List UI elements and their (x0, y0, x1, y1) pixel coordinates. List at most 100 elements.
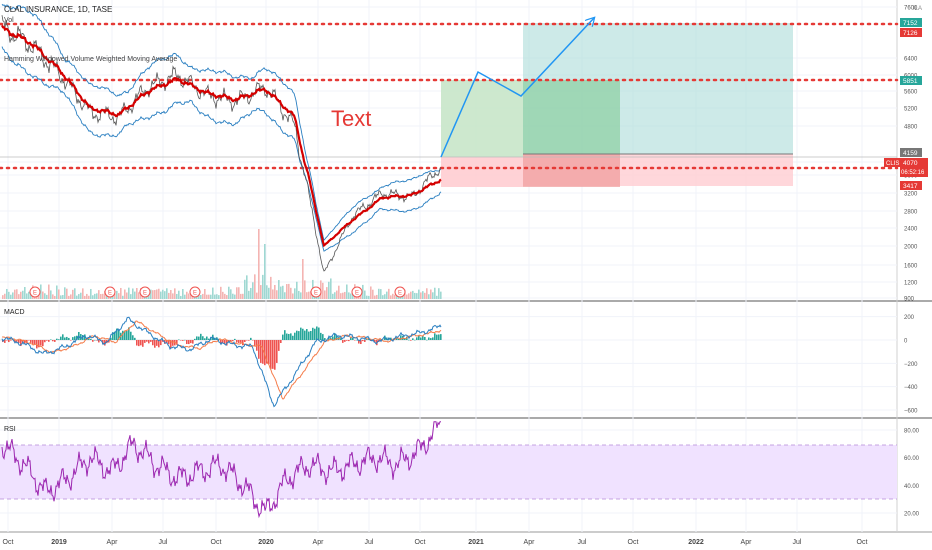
earnings-marker-label: E (33, 291, 37, 297)
volume-bar (324, 290, 326, 299)
macd-histogram-bar (334, 333, 336, 340)
rsi-label[interactable]: RSI (4, 426, 16, 433)
time-tick-label: Jul (159, 539, 168, 546)
volume-bar (228, 286, 230, 299)
volume-bar (416, 293, 418, 299)
horizontal-levels[interactable] (0, 22, 899, 170)
macd-histogram-bar (302, 328, 304, 340)
annotation-text[interactable]: Text (331, 106, 371, 131)
volume-bar (296, 281, 298, 299)
volume-bar (264, 244, 266, 299)
volume-bar (58, 289, 60, 299)
badge-current-price-text: 4070 (903, 160, 918, 167)
macd-histogram-bar (180, 340, 182, 341)
badge-current-price (900, 158, 928, 177)
volume-bar (78, 294, 80, 299)
volume-bar (66, 288, 68, 299)
volume-bar (428, 294, 430, 299)
price-tick-label: 6400 (904, 57, 918, 63)
volume-bar (258, 229, 260, 299)
macd-histogram-bar (280, 340, 282, 344)
macd-histogram-bar (132, 335, 134, 340)
volume-bar (182, 289, 184, 299)
macd-histogram-bar (28, 340, 30, 341)
volume-bar (352, 293, 354, 299)
volume-bar (28, 291, 30, 299)
volume-bar (348, 292, 350, 299)
volume-bar (42, 291, 44, 299)
time-tick-label: Apr (524, 539, 536, 546)
price-tick-label: 2800 (904, 210, 918, 216)
target-zone-current[interactable] (441, 80, 523, 157)
stop-zone-overlap[interactable] (523, 154, 620, 187)
volume-bar (248, 290, 250, 299)
volume-bar (206, 294, 208, 299)
volume-bar (14, 289, 16, 299)
macd-histogram-bar (396, 338, 398, 340)
volume-bar (370, 286, 372, 299)
volume-bar (434, 287, 436, 299)
badge-bottom-red-text: 3417 (903, 183, 918, 190)
volume-bar (74, 288, 76, 299)
volume-bar (4, 293, 6, 299)
macd-histogram-bar (350, 337, 352, 340)
macd-histogram-bar (266, 340, 268, 364)
volume-bar (274, 284, 276, 299)
symbol-title[interactable]: CLAL INSURANCE, 1D, TASE (4, 5, 112, 14)
macd-histogram-bar (18, 340, 20, 344)
macd-histogram-bar (198, 336, 200, 340)
time-tick-label: Apr (313, 539, 325, 546)
volume-bar (64, 287, 66, 299)
volume-bar (256, 292, 258, 299)
time-axis[interactable]: Oct 2019 Apr Jul Oct 2020 Apr Jul Oct 2021 Apr Jul O… (3, 539, 868, 546)
macd-histogram-bar (206, 336, 208, 340)
volume-bar (326, 287, 328, 299)
time-tick-label: Oct (3, 539, 14, 546)
macd-tick-label: −400 (904, 385, 918, 391)
time-tick-label: Apr (107, 539, 119, 546)
volume-bar (398, 295, 400, 299)
stop-zone-current[interactable] (441, 157, 523, 187)
volume-bar (284, 292, 286, 299)
macd-histogram-bar (54, 340, 56, 342)
macd-histogram-bar (420, 337, 422, 340)
earnings-marker-label: E (108, 291, 112, 297)
time-tick-label: 2020 (258, 539, 274, 546)
macd-histogram-bar (272, 340, 274, 369)
macd-histogram-bar (344, 340, 346, 342)
vol-label[interactable]: Vol (4, 17, 14, 24)
volume-bar (346, 284, 348, 299)
macd-histogram-bar (168, 340, 170, 345)
rsi-tick-label: 20.00 (904, 512, 920, 518)
macd-histogram-bar (222, 340, 224, 343)
volume-bar (188, 293, 190, 299)
earnings-marker (139, 286, 151, 298)
macd-line (1, 316, 442, 408)
macd-tick-label: 0 (904, 339, 908, 345)
macd-histogram-bar (56, 338, 58, 340)
indicator-label[interactable]: Hamming Windowed Volume Weighted Moving … (4, 56, 177, 63)
macd-histogram-bar (312, 327, 314, 340)
price-series[interactable] (1, 3, 442, 272)
volume-bar (204, 289, 206, 299)
target-zone-overlap[interactable] (523, 80, 620, 154)
price-tick-label: 2400 (904, 227, 918, 233)
rsi-pane[interactable] (1, 421, 441, 519)
volume-bar (90, 288, 92, 299)
macd-histogram-bar (336, 335, 338, 340)
macd-histogram-bar (202, 336, 204, 340)
price-tick-label: 900 (904, 297, 915, 303)
macd-label[interactable]: MACD (4, 309, 25, 316)
macd-pane[interactable] (0, 316, 442, 408)
macd-histogram-bar (282, 334, 284, 340)
volume-bar (344, 291, 346, 299)
long-position-tool[interactable] (441, 23, 793, 187)
badge-top-green (900, 18, 922, 27)
volume-bar (210, 294, 212, 299)
volume-bar (208, 294, 210, 299)
projection-arrow[interactable] (440, 18, 594, 158)
rsi-tick-label: 60.00 (904, 456, 920, 462)
volume-bar (176, 293, 178, 299)
